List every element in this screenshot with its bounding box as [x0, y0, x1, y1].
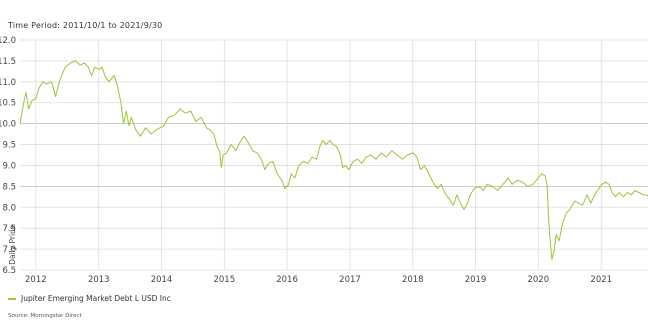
legend: Jupiter Emerging Market Debt L USD Inc [8, 294, 171, 303]
x-tick-label: 2021 [590, 275, 612, 285]
y-tick-label: 10.5 [0, 99, 16, 109]
y-tick-label: 8.5 [2, 182, 16, 192]
x-axis-ticks: 2012 2013 2014 2015 2016 2017 2018 2019 2020 2021 [25, 275, 612, 285]
y-tick-label: 6.5 [2, 266, 16, 276]
x-tick-label: 2019 [465, 275, 487, 285]
y-tick-label: 11.5 [0, 57, 16, 67]
x-tick-label: 2013 [88, 275, 110, 285]
legend-label: Jupiter Emerging Market Debt L USD Inc [21, 294, 171, 303]
y-tick-label: 12.0 [0, 36, 16, 46]
y-tick-label: 9.5 [2, 141, 16, 151]
y-axis-ticks: 6.5 7.0 7.5 8.0 8.5 9.0 9.5 10.0 10.5 11.0 11.5 12.… [0, 36, 16, 276]
x-tick-label: 2018 [402, 275, 424, 285]
price-line-chart: 6.5 7.0 7.5 8.0 8.5 9.0 9.5 10.0 10.5 11.0 11.5 12.… [0, 36, 648, 285]
x-tick-label: 2017 [339, 275, 361, 285]
y-tick-label: 10.0 [0, 120, 16, 130]
y-tick-label: 9.0 [2, 161, 16, 171]
y-tick-label: 8.0 [2, 203, 16, 213]
x-tick-label: 2016 [276, 275, 298, 285]
x-tick-label: 2015 [213, 275, 235, 285]
y-tick-label: 7.5 [2, 224, 16, 234]
series-line-jupiter [19, 60, 648, 260]
x-tick-label: 2014 [151, 275, 173, 285]
y-axis-label: Daily Price [8, 225, 17, 265]
time-period-label: Time Period: 2011/10/1 to 2021/9/30 [8, 21, 163, 30]
source-note: Source: Morningstar Direct [8, 313, 82, 319]
legend-swatch [8, 297, 16, 300]
grid-lines [20, 39, 648, 271]
y-tick-label: 7.0 [2, 245, 16, 255]
y-tick-label: 11.0 [0, 78, 16, 88]
x-tick-label: 2020 [527, 275, 549, 285]
x-tick-label: 2012 [25, 275, 47, 285]
